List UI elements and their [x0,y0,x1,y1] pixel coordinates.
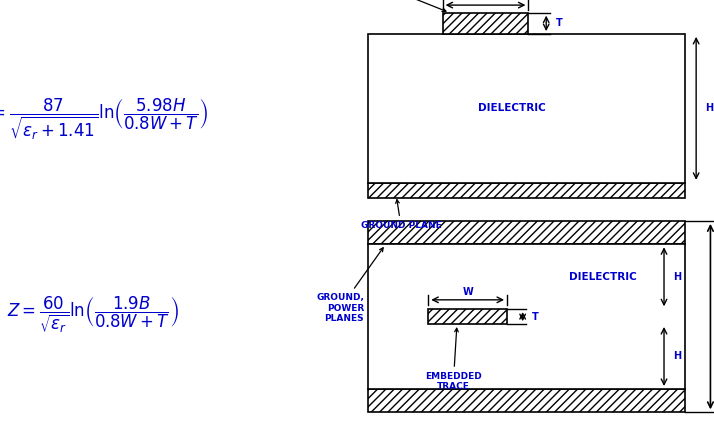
Text: GROUND PLANE: GROUND PLANE [361,200,441,230]
Text: T: T [555,18,563,28]
Text: DIELECTRIC: DIELECTRIC [570,272,637,282]
Text: W: W [462,287,473,297]
Text: H: H [705,103,713,113]
Text: EMBEDDED
TRACE: EMBEDDED TRACE [425,328,482,391]
Text: H: H [673,351,681,362]
Text: $Z = \dfrac{87}{\sqrt{\varepsilon_r + 1.41}}\ln\!\left(\dfrac{5.98H}{0.8W + T}\r: $Z = \dfrac{87}{\sqrt{\varepsilon_r + 1.… [0,96,208,142]
Bar [368,34,685,183]
Text: TRACE: TRACE [374,0,446,11]
Bar [368,389,685,412]
Text: W: W [480,0,491,3]
Text: $Z = \dfrac{60}{\sqrt{\varepsilon_r}}\ln\!\left(\dfrac{1.9B}{0.8W + T}\right)$: $Z = \dfrac{60}{\sqrt{\varepsilon_r}}\ln… [7,295,178,334]
Text: DIELECTRIC: DIELECTRIC [478,103,546,113]
Text: H: H [673,272,681,282]
Bar [443,13,528,34]
Bar [428,309,507,324]
Text: GROUND,
POWER
PLANES: GROUND, POWER PLANES [316,248,383,323]
Bar [368,244,685,389]
Bar [368,183,685,198]
Bar [368,221,685,244]
Text: T: T [532,312,539,322]
